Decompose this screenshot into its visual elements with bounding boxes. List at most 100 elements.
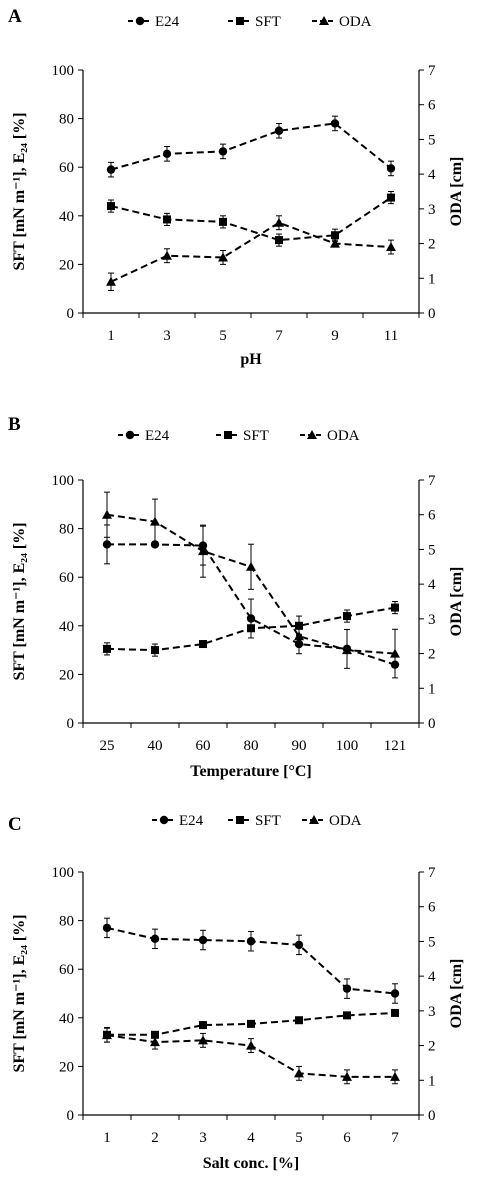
data-point-e24 <box>102 923 112 933</box>
y2-axis-title: ODA [cm] <box>448 567 465 637</box>
data-point-e24 <box>106 165 116 174</box>
data-point-sft <box>387 193 395 202</box>
data-point-oda <box>294 631 304 641</box>
y2-tick-label: 7 <box>428 865 436 881</box>
series-oda <box>102 1027 400 1085</box>
x-tick-label: 11 <box>384 328 398 344</box>
y2-tick-label: 1 <box>428 271 436 287</box>
y-tick-label: 20 <box>59 1059 74 1075</box>
panel-letter: C <box>8 814 22 835</box>
data-point-oda <box>102 509 112 519</box>
data-point-sft <box>275 236 283 245</box>
data-point-oda <box>342 1071 352 1081</box>
data-point-e24 <box>246 937 256 946</box>
legend-marker-sft <box>236 816 244 824</box>
y2-tick-label: 3 <box>428 202 436 218</box>
panel-letter: A <box>8 6 22 27</box>
y-tick-label: 0 <box>67 716 75 732</box>
y2-axis-title: ODA [cm] <box>448 157 465 227</box>
data-point-oda <box>274 217 284 227</box>
y2-tick-label: 3 <box>428 1004 436 1020</box>
y-tick-label: 60 <box>59 570 74 586</box>
data-point-e24 <box>386 164 396 173</box>
legend-label-e24: E24 <box>155 14 180 30</box>
series-sft <box>107 191 395 247</box>
y-tick-label: 0 <box>67 1108 75 1124</box>
y2-tick-label: 5 <box>428 934 436 950</box>
legend-label-sft: SFT <box>255 813 281 829</box>
legend-label-sft: SFT <box>255 14 281 30</box>
x-tick-label: 5 <box>295 1130 303 1146</box>
data-point-oda <box>390 648 400 658</box>
y2-tick-label: 7 <box>428 473 436 489</box>
data-point-sft <box>295 1016 303 1025</box>
y2-tick-label: 4 <box>428 167 436 183</box>
y2-tick-label: 0 <box>428 1108 436 1124</box>
series-sft <box>103 1008 399 1043</box>
x-tick-label: 1 <box>103 1130 111 1146</box>
x-tick-label: 60 <box>196 738 211 754</box>
data-point-sft <box>343 612 351 621</box>
legend-marker-oda <box>309 815 319 824</box>
data-point-sft <box>163 215 171 224</box>
x-tick-label: 25 <box>100 738 115 754</box>
series-oda <box>106 215 396 291</box>
data-point-oda <box>102 1030 112 1040</box>
y-axis-title: SFT [mN m⁻¹], E₂₄ [%] <box>11 522 28 680</box>
data-point-oda <box>390 1071 400 1081</box>
panel-a: A E24 SFT ODA 0 20 40 60 80 100 0 1 2 3 4 5 6 7 1 3 5 7 9 11 pH S… <box>8 6 465 368</box>
y-tick-label: 100 <box>52 865 75 881</box>
x-tick-label: 2 <box>151 1130 159 1146</box>
data-point-oda <box>330 238 340 248</box>
x-tick-label: 6 <box>343 1130 351 1146</box>
y2-tick-label: 7 <box>428 63 436 79</box>
panel-letter: B <box>8 414 21 435</box>
series-line-sft <box>110 196 392 242</box>
data-point-e24 <box>330 119 340 128</box>
y-tick-label: 80 <box>59 522 74 538</box>
legend-marker-e24 <box>135 16 145 26</box>
y-tick-label: 40 <box>59 209 74 225</box>
data-point-sft <box>219 217 227 226</box>
x-axis-title: Temperature [°C] <box>190 763 311 780</box>
y2-tick-label: 4 <box>428 969 436 985</box>
y2-tick-label: 0 <box>428 306 436 322</box>
legend-label-e24: E24 <box>145 428 170 444</box>
x-axis-title: Salt conc. [%] <box>203 1155 299 1172</box>
data-point-oda <box>198 546 208 556</box>
data-point-sft <box>295 621 303 630</box>
legend-label-oda: ODA <box>329 813 362 829</box>
x-tick-label: 4 <box>247 1130 255 1146</box>
data-point-sft <box>103 644 111 653</box>
data-point-sft <box>391 603 399 612</box>
data-point-oda <box>246 1040 256 1050</box>
legend-marker-sft <box>236 17 244 25</box>
data-point-oda <box>386 242 396 252</box>
y-tick-label: 80 <box>59 914 74 930</box>
y-tick-label: 80 <box>59 112 74 128</box>
y-tick-label: 60 <box>59 962 74 978</box>
y-tick-label: 100 <box>52 63 75 79</box>
x-tick-label: 1 <box>107 328 115 344</box>
legend: E24 SFT ODA <box>128 14 372 30</box>
data-point-e24 <box>246 614 256 623</box>
y2-tick-label: 1 <box>428 1073 436 1089</box>
x-tick-label: 100 <box>336 738 359 754</box>
legend-marker-e24 <box>159 815 169 825</box>
data-point-sft <box>331 231 339 240</box>
data-point-e24 <box>274 126 284 135</box>
y-axis-title: SFT [mN m⁻¹], E₂₄ [%] <box>11 112 28 270</box>
x-tick-label: 7 <box>391 1130 399 1146</box>
data-point-sft <box>391 1008 399 1017</box>
y2-tick-label: 6 <box>428 900 436 916</box>
data-point-sft <box>107 202 115 211</box>
legend-label-oda: ODA <box>327 428 360 444</box>
x-tick-label: 7 <box>275 328 283 344</box>
y2-tick-label: 2 <box>428 1039 436 1055</box>
data-point-e24 <box>150 934 160 944</box>
panel-b: B E24 SFT ODA 0 20 40 60 80 100 0 1 2 3 4 5 6 7 25 40 60 80 90… <box>8 414 465 780</box>
series-e24 <box>106 115 396 178</box>
series-oda <box>102 491 400 679</box>
